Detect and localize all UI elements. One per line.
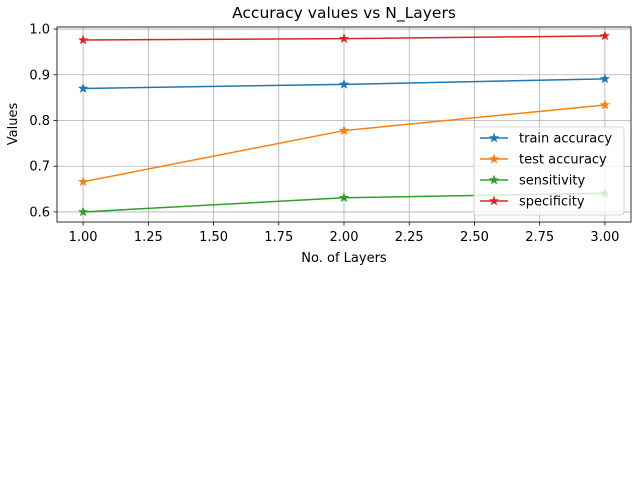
data-point-specificity xyxy=(599,30,610,41)
legend-label-sensitivity: sensitivity xyxy=(519,174,586,189)
x-tick-label: 2.50 xyxy=(460,230,489,245)
legend: train accuracy test accuracy sensitivity sp… xyxy=(473,126,625,216)
data-point-train-accuracy xyxy=(78,83,89,93)
legend-label-specificity: specificity xyxy=(519,195,585,210)
x-tick-label: 3.00 xyxy=(590,230,619,245)
legend-marker-specificity xyxy=(488,195,500,206)
data-point-train-accuracy xyxy=(599,73,610,84)
x-tick-label: 2.00 xyxy=(330,230,359,245)
data-point-test-accuracy xyxy=(599,99,610,110)
data-point-specificity xyxy=(78,34,89,45)
data-point-sensitivity xyxy=(338,192,350,203)
x-tick-label: 2.75 xyxy=(525,230,554,245)
x-tick-label: 1.25 xyxy=(134,230,163,245)
legend-label-test-accuracy: test accuracy xyxy=(519,153,607,168)
y-tick-label: 1.0 xyxy=(29,23,50,38)
x-tick-label: 1.50 xyxy=(199,230,228,245)
data-point-sensitivity xyxy=(78,206,89,217)
legend-label-train-accuracy: train accuracy xyxy=(519,132,612,147)
data-point-test-accuracy xyxy=(338,125,350,135)
x-tick-label: 1.75 xyxy=(264,230,293,245)
y-axis-label: Values xyxy=(6,103,21,146)
y-tick-label: 0.9 xyxy=(29,68,50,83)
y-tick-label: 0.8 xyxy=(29,114,50,129)
x-tick-label: 1.00 xyxy=(69,230,98,245)
legend-marker-sensitivity xyxy=(488,174,500,185)
plot-series xyxy=(78,30,610,217)
x-axis-label: No. of Layers xyxy=(301,251,387,266)
data-point-specificity xyxy=(338,33,350,43)
x-tick-label: 2.25 xyxy=(395,230,424,245)
axes: 1.00 1.25 1.50 1.75 2.00 2.25 2.50 2.75 3.00 0.6 0… xyxy=(29,23,632,245)
legend-marker-test-accuracy xyxy=(488,153,500,164)
chart-title: Accuracy values vs N_Layers xyxy=(232,4,456,23)
legend-box xyxy=(473,126,625,216)
data-point-train-accuracy xyxy=(338,79,350,89)
data-point-test-accuracy xyxy=(78,176,89,187)
legend-marker-train-accuracy xyxy=(488,132,500,143)
y-tick-label: 0.7 xyxy=(29,160,50,175)
y-tick-label: 0.6 xyxy=(29,205,50,220)
